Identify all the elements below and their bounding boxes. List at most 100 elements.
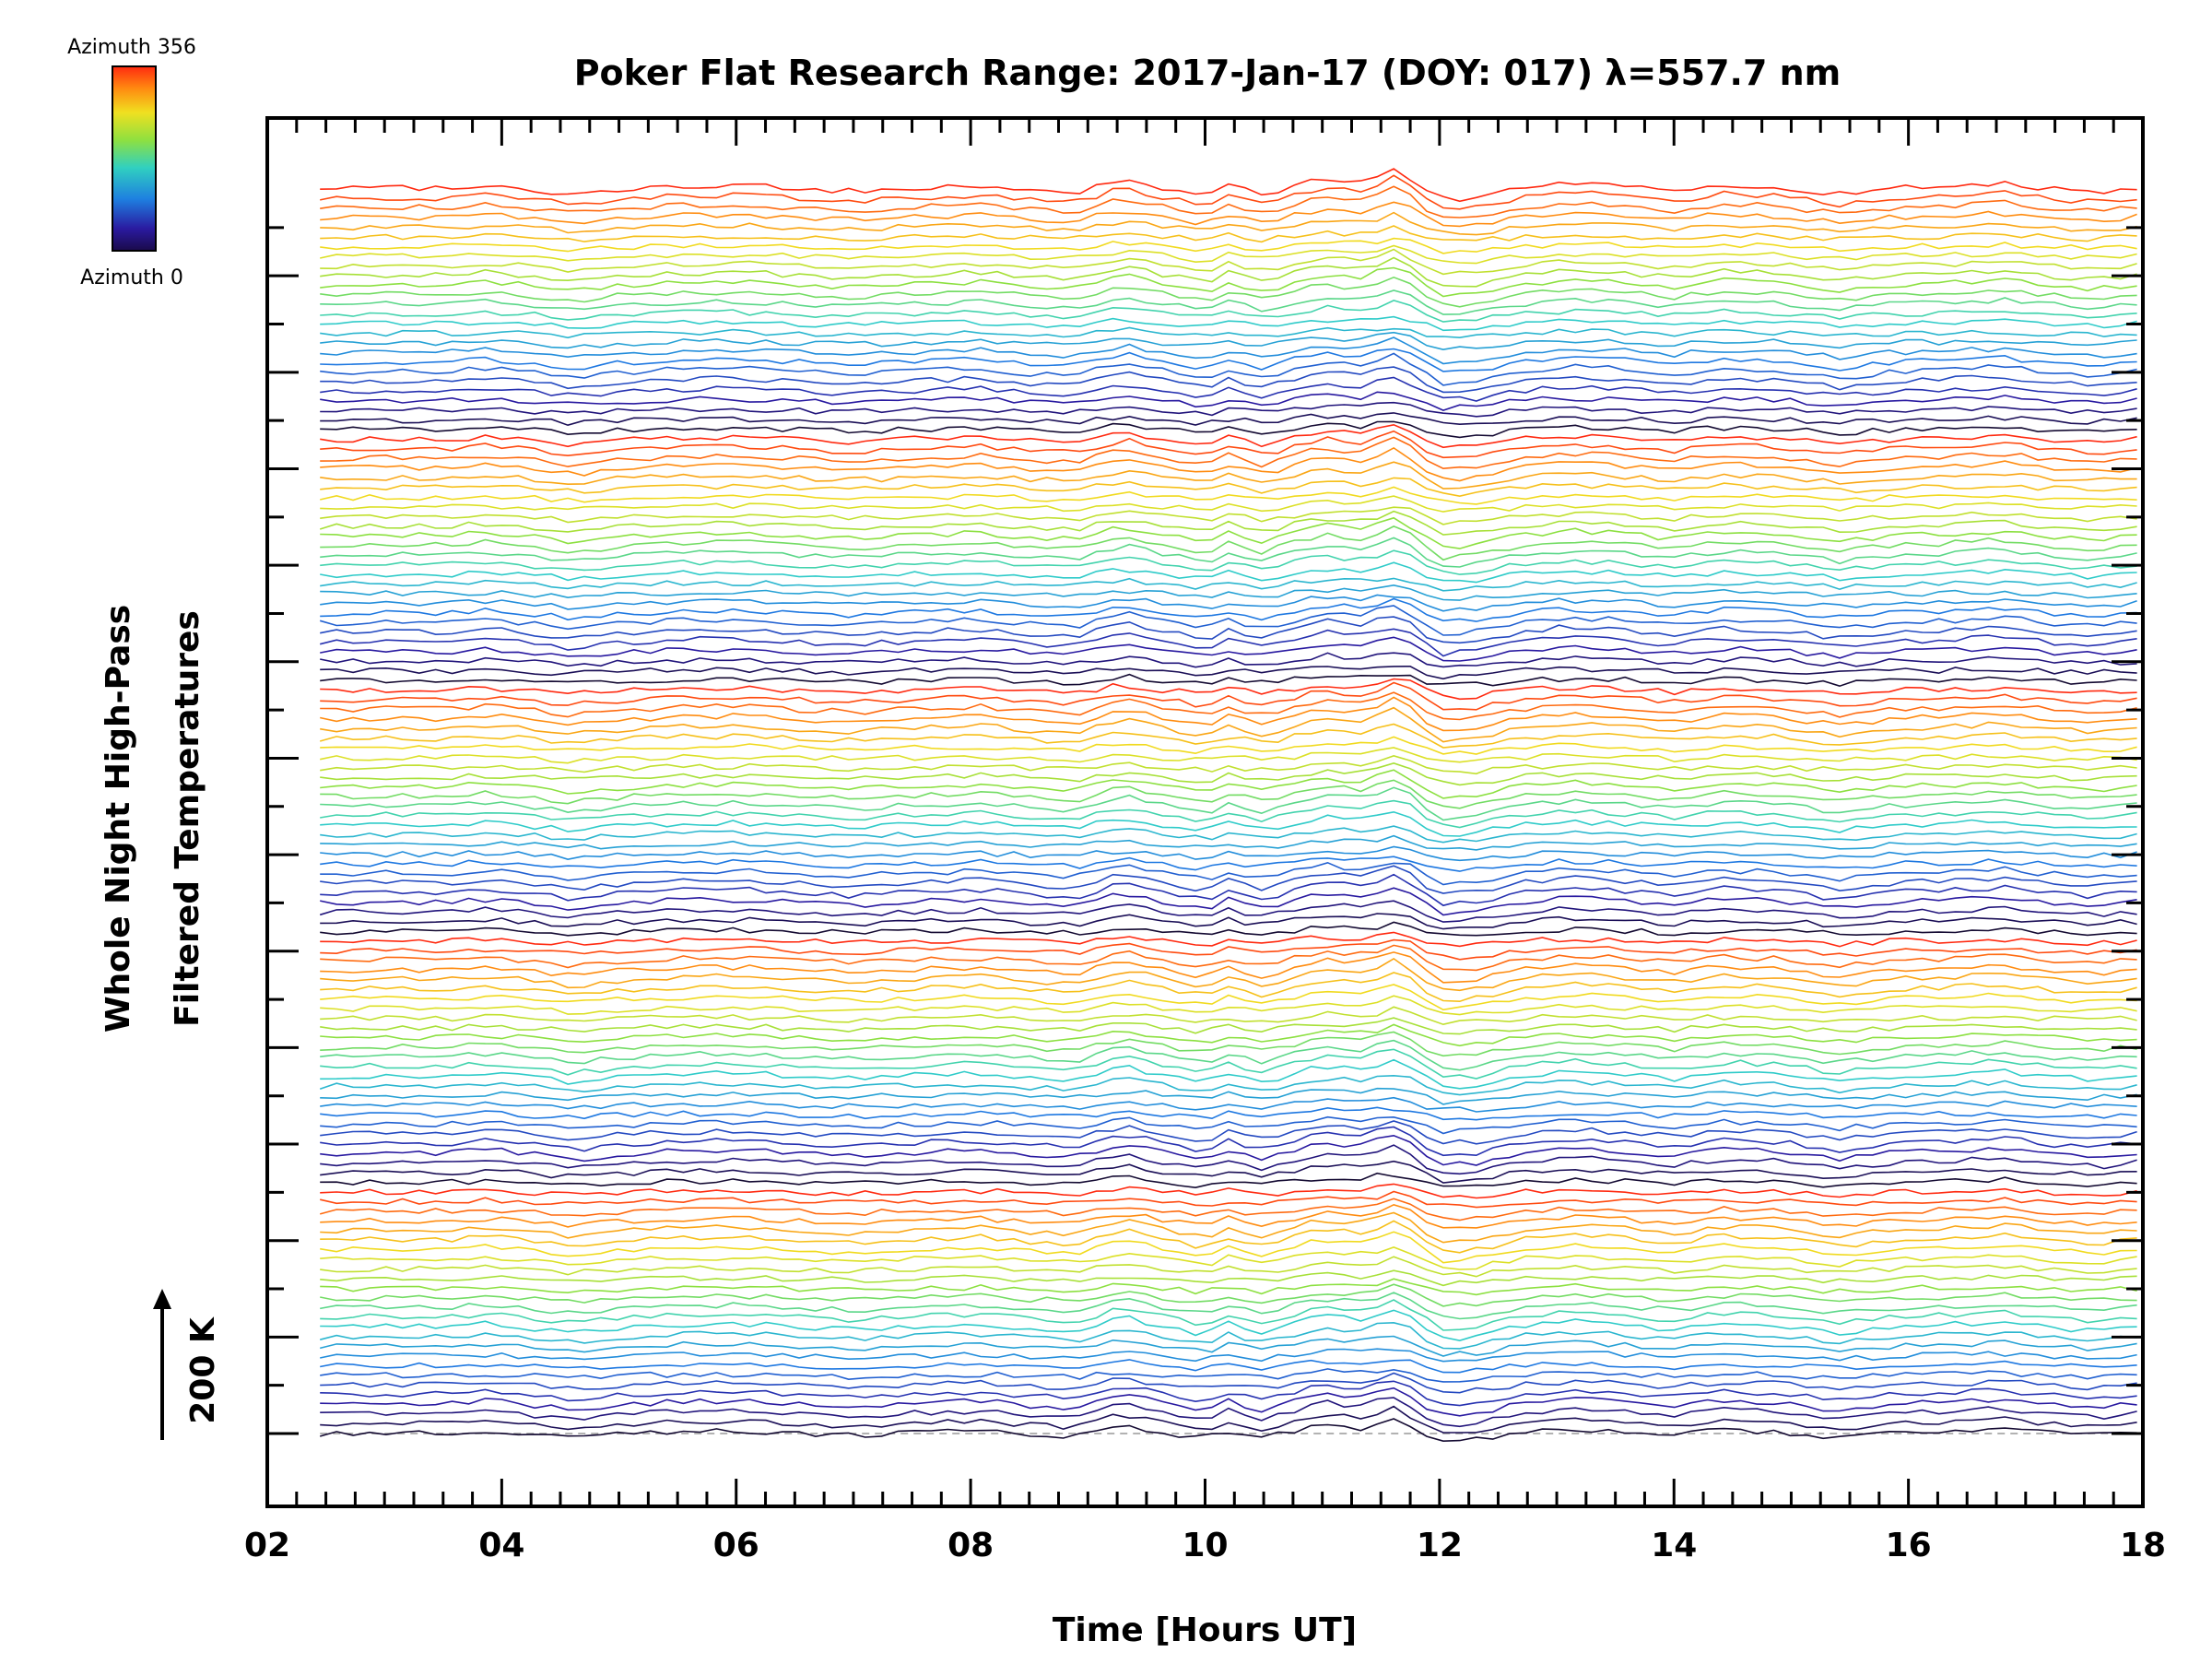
trace-line: [320, 1335, 2137, 1357]
x-axis-label: Time [Hours UT]: [1053, 1611, 1357, 1649]
x-tick-label: 12: [1417, 1527, 1463, 1564]
trace-line: [320, 1220, 2137, 1254]
trace-line: [320, 594, 2137, 612]
trace-line: [320, 401, 2137, 418]
trace-line: [320, 201, 2137, 228]
trace-line: [320, 461, 2137, 490]
trace-line: [320, 861, 2137, 886]
trace-line: [320, 825, 2137, 844]
trace-line: [320, 185, 2137, 218]
trace-line: [320, 1017, 2137, 1035]
traces-group: [319, 168, 2137, 1443]
trace-line: [320, 1120, 2137, 1145]
trace-line: [320, 1309, 2137, 1342]
trace-line: [320, 995, 2137, 1016]
trace-line: [320, 1283, 2137, 1307]
trace-line: [320, 1269, 2137, 1287]
trace-line: [320, 376, 2137, 402]
trace-line: [320, 1106, 2137, 1121]
trace-line: [320, 1031, 2137, 1057]
trace-line: [320, 628, 2137, 657]
trace-line: [319, 723, 2137, 749]
trace-line: [320, 678, 2137, 701]
x-tick-labels-group: 02 04 06 08 10 12 14 16 18: [244, 1527, 2166, 1564]
trace-line: [320, 984, 2137, 1011]
trace-line: [320, 420, 2137, 439]
trace-line: [320, 938, 2137, 961]
trace-line: [320, 856, 2137, 872]
trace-line: [320, 430, 2137, 459]
trace-line: [320, 300, 2137, 323]
trace-line: [320, 336, 2137, 365]
trace-line: [320, 211, 2137, 236]
trace-line: [320, 1190, 2137, 1209]
chart-title: Poker Flat Research Range: 2017-Jan-17 (…: [574, 53, 1841, 93]
trace-line: [320, 256, 2137, 288]
trace-line: [320, 584, 2137, 601]
trace-line: [320, 957, 2137, 992]
trace-line: [320, 549, 2137, 575]
y-axis-label-line2: Filtered Temperatures: [169, 610, 206, 1027]
x-tick-label: 18: [2120, 1527, 2166, 1564]
trace-line: [320, 1006, 2137, 1026]
trace-line: [320, 1211, 2137, 1244]
trace-line: [320, 931, 2137, 948]
axis-ticks-group: [265, 118, 2145, 1506]
x-tick-label: 16: [1886, 1527, 1932, 1564]
trace-line: [320, 577, 2137, 592]
x-tick-label: 06: [713, 1527, 759, 1564]
trace-line: [320, 944, 2137, 972]
trace-line: [320, 636, 2137, 662]
trace-line: [320, 366, 2137, 394]
trace-line: [320, 495, 2137, 513]
trace-line: [320, 1368, 2137, 1383]
trace-line: [320, 769, 2137, 799]
trace-line: [320, 1160, 2137, 1184]
trace-line: [320, 168, 2137, 203]
trace-line: [320, 1172, 2137, 1189]
x-tick-label: 04: [478, 1527, 524, 1564]
colorbar: [112, 65, 157, 252]
trace-line: [320, 1231, 2137, 1264]
trace-line: [320, 665, 2137, 680]
trace-line: [320, 289, 2137, 315]
trace-line: [319, 510, 2137, 536]
trace-line: [320, 436, 2137, 470]
trace-line: [320, 537, 2137, 568]
trace-line: [320, 951, 2137, 984]
trace-line: [320, 1126, 2137, 1157]
trace-line: [320, 174, 2137, 210]
trace-line: [320, 681, 2137, 711]
trace-line: [320, 1372, 2137, 1394]
trace-line: [320, 755, 2137, 775]
trace-line: [320, 736, 2137, 755]
trace-line: [320, 266, 2137, 298]
trace-line: [320, 1299, 2137, 1331]
trace-line: [320, 873, 2137, 907]
trace-line: [320, 616, 2137, 644]
trace-line: [320, 1096, 2137, 1113]
trace-line: [320, 1039, 2137, 1071]
trace-line: [320, 516, 2137, 549]
trace-line: [320, 1278, 2137, 1296]
trace-line: [320, 1397, 2137, 1428]
scale-bar-label: 200 K: [184, 1316, 222, 1424]
trace-line: [319, 605, 2137, 636]
trace-line: [320, 446, 2137, 482]
trace-line: [320, 276, 2137, 308]
trace-line: [320, 762, 2137, 786]
trace-line: [320, 1134, 2137, 1166]
trace-line: [320, 786, 2137, 821]
trace-line: [320, 1380, 2137, 1407]
trace-line: [320, 248, 2137, 276]
trace-line: [320, 652, 2137, 668]
trace-line: [320, 1058, 2137, 1090]
trace-line: [320, 561, 2137, 584]
colorbar-top-label: Azimuth 356: [67, 36, 196, 59]
trace-line: [319, 1418, 2137, 1443]
trace-line: [320, 1048, 2137, 1080]
trace-line: [320, 412, 2137, 427]
trace-line: [320, 391, 2137, 411]
colorbar-bottom-label: Azimuth 0: [80, 266, 183, 289]
trace-line: [320, 799, 2137, 829]
